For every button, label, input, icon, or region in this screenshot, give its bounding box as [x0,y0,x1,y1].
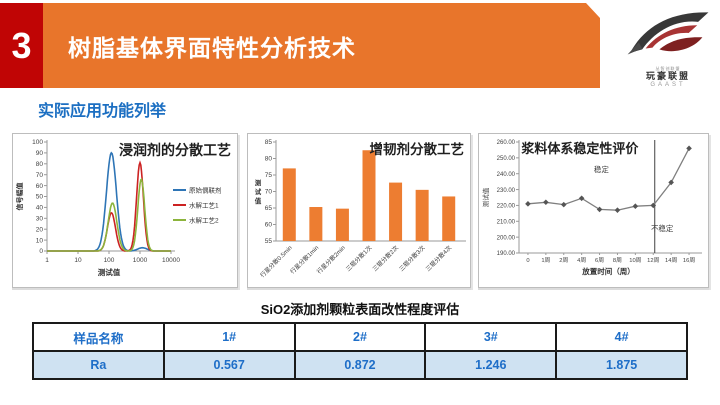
bar-chart-toughener: 55 60 65 70 75 80 85 行星分散0.5min行星分散1min行星分散2min… [255,139,466,279]
svg-text:1: 1 [45,257,49,264]
svg-text:55: 55 [265,238,273,245]
logo-text-small: 丛智创联盟 [655,66,681,71]
svg-text:250.00: 250.00 [497,156,516,162]
table-row: Ra 0.567 0.872 1.246 1.875 [32,350,688,380]
chart-panel-sizing-agent-dispersion: 0 10 20 30 40 50 60 70 80 90 100 1 10 100 1000 10000 测试值… [12,133,238,288]
svg-text:85: 85 [265,139,273,146]
page-title: 树脂基体界面特性分析技术 [68,34,356,61]
svg-text:10: 10 [36,237,44,244]
svg-text:60: 60 [265,222,273,229]
svg-text:220.00: 220.00 [497,204,516,210]
svg-text:增韧剂分散工艺: 增韧剂分散工艺 [370,141,465,157]
svg-text:70: 70 [265,189,273,196]
svg-text:30: 30 [36,216,44,223]
svg-text:80: 80 [36,161,44,168]
table-header-cell: 3# [424,322,558,352]
svg-text:水解工艺1: 水解工艺1 [189,200,219,209]
results-table: 样品名称 1# 2# 3# 4# Ra 0.567 0.872 1.246 1.… [32,322,688,380]
svg-text:行星分散1min: 行星分散1min [288,244,320,276]
svg-text:10: 10 [74,257,82,264]
svg-text:试: 试 [255,187,262,196]
svg-text:16周: 16周 [683,257,695,264]
svg-text:210.00: 210.00 [497,219,516,225]
svg-text:65: 65 [265,205,273,212]
svg-text:4周: 4周 [577,257,586,264]
section-subtitle: 实际应用功能列举 [38,103,167,120]
table-cell: 1.246 [424,350,558,380]
svg-text:90: 90 [36,150,44,157]
svg-text:三辊分散2次: 三辊分散2次 [371,244,400,273]
header-banner: 树脂基体界面特性分析技术 [43,3,600,88]
svg-text:测试值: 测试值 [98,267,121,277]
svg-text:70: 70 [36,172,44,179]
svg-text:14周: 14周 [665,257,677,264]
svg-text:8周: 8周 [613,257,622,264]
logo-text-latin: GAAST [650,82,686,89]
chart-panel-toughener-dispersion: 55 60 65 70 75 80 85 行星分散0.5min 行星分散1min 行星分散2min… [247,133,471,288]
svg-text:三辊分散3次: 三辊分散3次 [397,244,426,273]
logo-text-main: 玩豪联盟 [645,71,690,81]
svg-text:190.00: 190.00 [497,251,516,257]
svg-text:10周: 10周 [629,257,641,264]
svg-text:行星分散2min: 行星分散2min [315,244,347,276]
svg-text:三辊分散1次: 三辊分散1次 [344,244,373,273]
svg-text:10000: 10000 [162,257,180,264]
chart-panel-slurry-stability: 190.00 200.00 210.00 220.00 230.00 240.00 250.… [478,133,709,288]
svg-text:测: 测 [255,178,262,187]
svg-text:6周: 6周 [595,257,604,264]
svg-text:0: 0 [39,248,43,255]
rog-eye-logo-icon [627,12,709,55]
svg-text:50: 50 [36,194,44,201]
svg-text:100: 100 [32,139,43,146]
svg-text:1周: 1周 [541,257,550,264]
svg-text:0: 0 [526,258,529,264]
svg-text:100: 100 [104,257,115,264]
svg-text:行星分散0.5min: 行星分散0.5min [258,244,293,279]
table-cell: 0.567 [162,350,296,380]
svg-text:200.00: 200.00 [497,235,516,241]
svg-text:原始偶联剂: 原始偶联剂 [189,185,222,194]
table-header-row: 样品名称 1# 2# 3# 4# [32,322,688,352]
table-header-cell: 2# [293,322,427,352]
svg-text:测试值: 测试值 [481,187,490,207]
logo: 丛智创联盟 玩豪联盟 GAAST [622,6,714,90]
svg-text:三辊分散4次: 三辊分散4次 [424,244,453,273]
slide-number: 3 [11,24,32,66]
svg-text:240.00: 240.00 [497,172,516,178]
svg-text:值: 值 [255,196,262,205]
table-header-cell: 样品名称 [32,322,165,352]
line-chart-slurry-stability: 190.00 200.00 210.00 220.00 230.00 240.00 250.… [481,140,702,276]
svg-text:2周: 2周 [559,257,568,264]
svg-text:40: 40 [36,205,44,212]
svg-text:水解工艺2: 水解工艺2 [189,215,219,224]
svg-text:60: 60 [36,183,44,190]
table-cell: 0.872 [293,350,427,380]
svg-text:230.00: 230.00 [497,188,516,194]
slide-number-box: 3 [0,3,43,88]
svg-text:不稳定: 不稳定 [651,223,674,233]
table-row-label: Ra [32,350,165,380]
svg-text:浆料体系稳定性评价: 浆料体系稳定性评价 [520,141,639,156]
table-header-cell: 4# [555,322,688,352]
svg-text:放置时间（周）: 放置时间（周） [581,266,635,276]
svg-text:75: 75 [265,172,273,179]
table-cell: 1.875 [555,350,688,380]
svg-text:20: 20 [36,226,44,233]
svg-text:稳定: 稳定 [594,164,610,174]
table-header-cell: 1# [162,322,296,352]
svg-text:1000: 1000 [133,257,148,264]
svg-text:260.00: 260.00 [497,140,516,146]
svg-text:12周: 12周 [647,257,659,264]
svg-text:浸润剂的分散工艺: 浸润剂的分散工艺 [119,142,231,158]
svg-text:信号幅值: 信号幅值 [15,183,24,211]
table-title: SiO2添加剂颗粒表面改性程度评估 [260,302,460,317]
svg-text:80: 80 [265,156,273,163]
